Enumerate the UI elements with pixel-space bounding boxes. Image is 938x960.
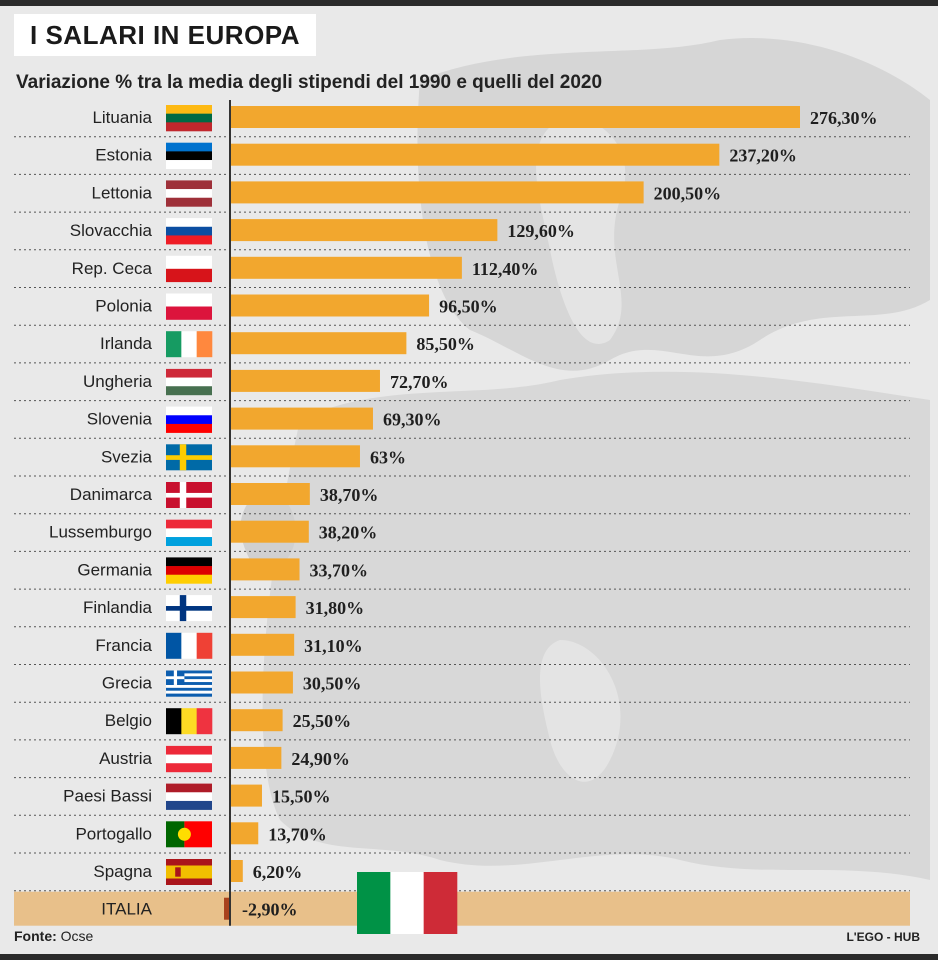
data-bar <box>230 784 262 807</box>
category-label: Lettonia <box>92 183 153 202</box>
category-label: Danimarca <box>70 485 153 504</box>
ireland-flag-icon <box>166 331 213 358</box>
luxembourg-flag-icon <box>166 519 212 546</box>
latvia-flag-icon <box>166 180 212 207</box>
bottom-border <box>0 954 938 960</box>
netherlands-flag-icon <box>166 783 212 810</box>
source-note: Fonte: Ocse <box>14 928 93 944</box>
value-label: 96,50% <box>439 297 498 317</box>
value-label: 112,40% <box>472 259 539 279</box>
denmark-flag-icon <box>166 482 212 508</box>
category-label: Francia <box>95 636 152 655</box>
data-bar <box>230 709 283 732</box>
finland-flag-icon <box>166 595 212 622</box>
category-label: ITALIA <box>101 900 152 919</box>
value-label: 15,50% <box>272 787 331 807</box>
category-label: Finlandia <box>83 598 153 617</box>
category-label: Slovacchia <box>70 221 153 240</box>
slovenia-flag-icon <box>166 406 212 433</box>
data-bar <box>230 181 644 204</box>
belgium-flag-icon <box>166 708 213 735</box>
data-bar <box>230 558 300 581</box>
data-bar <box>230 596 296 619</box>
category-label: Polonia <box>95 297 152 316</box>
spain-flag-icon <box>166 859 212 885</box>
top-border <box>0 0 938 6</box>
estonia-flag-icon <box>166 142 212 169</box>
data-bar <box>230 671 293 694</box>
category-label: Austria <box>99 749 152 768</box>
sweden-flag-icon <box>166 444 212 471</box>
value-label: 237,20% <box>729 146 797 166</box>
chart-title: I SALARI IN EUROPA <box>14 14 316 56</box>
data-bar <box>230 633 295 656</box>
italy-flag-icon <box>357 872 458 934</box>
value-label: 33,70% <box>310 560 369 580</box>
value-label: 38,70% <box>320 485 379 505</box>
data-bar <box>230 219 498 242</box>
data-bar <box>230 445 360 468</box>
source-value: Ocse <box>60 928 94 944</box>
data-bar <box>230 520 309 543</box>
data-bar <box>230 256 462 279</box>
category-label: Germania <box>77 560 152 579</box>
value-label: 72,70% <box>390 372 449 392</box>
value-label: 30,50% <box>303 674 362 694</box>
value-label: 85,50% <box>416 334 475 354</box>
category-label: Belgio <box>105 711 152 730</box>
data-bar <box>230 483 310 505</box>
value-label: 31,80% <box>306 598 365 618</box>
portugal-flag-icon <box>166 821 212 848</box>
data-bar <box>230 106 800 128</box>
value-label: 276,30% <box>810 108 878 128</box>
category-label: Estonia <box>95 146 152 165</box>
data-bar <box>230 822 259 845</box>
data-bar <box>224 897 230 920</box>
slovakia-flag-icon <box>166 218 212 245</box>
value-label: 63% <box>370 447 406 467</box>
category-label: Slovenia <box>87 410 153 429</box>
category-label: Svezia <box>101 447 153 466</box>
value-label: 6,20% <box>253 862 303 882</box>
data-bar <box>230 332 407 355</box>
data-bar <box>230 294 430 317</box>
data-bar <box>230 143 720 166</box>
category-label: Portogallo <box>75 824 152 843</box>
poland-flag-icon <box>166 293 212 320</box>
value-label: 129,60% <box>507 221 575 241</box>
value-label: -2,90% <box>242 900 298 920</box>
value-label: 200,50% <box>654 183 722 203</box>
category-label: Spagna <box>93 862 152 881</box>
hungary-flag-icon <box>166 368 212 396</box>
value-label: 31,10% <box>304 636 363 656</box>
category-label: Grecia <box>102 674 153 693</box>
data-bar <box>230 369 380 392</box>
chart-subtitle: Variazione % tra la media degli stipendi… <box>16 72 603 93</box>
source-label: Fonte: <box>14 928 57 944</box>
data-bar <box>230 746 282 769</box>
greece-flag-icon <box>166 670 212 697</box>
category-label: Ungheria <box>83 372 153 391</box>
austria-flag-icon <box>166 745 212 773</box>
value-label: 38,20% <box>319 523 378 543</box>
data-bar <box>230 407 373 430</box>
category-label: Rep. Ceca <box>72 259 153 278</box>
france-flag-icon <box>166 632 213 659</box>
lithuania-flag-icon <box>166 105 212 132</box>
brand-credit: L'EGO - HUB <box>846 930 920 944</box>
value-label: 13,70% <box>268 824 327 844</box>
value-label: 25,50% <box>293 711 352 731</box>
czech-flag-icon <box>166 255 212 283</box>
value-label: 69,30% <box>383 410 442 430</box>
category-label: Irlanda <box>100 334 153 353</box>
highlight-row <box>14 891 910 926</box>
germany-flag-icon <box>166 557 212 584</box>
category-label: Lituania <box>92 108 152 127</box>
value-label: 24,90% <box>291 749 350 769</box>
data-bar <box>230 860 243 882</box>
category-label: Paesi Bassi <box>63 787 152 806</box>
category-label: Lussemburgo <box>49 523 152 542</box>
